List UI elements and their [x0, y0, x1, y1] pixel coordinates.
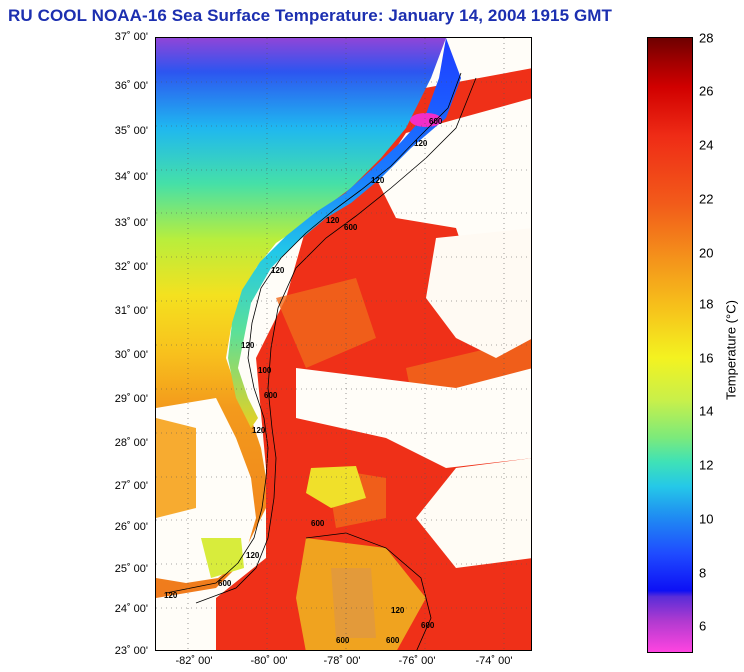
lon-label: -80˚ 00' — [250, 655, 288, 667]
lat-label: 33˚ 00' — [114, 217, 148, 229]
lat-label: 27˚ 00' — [114, 480, 148, 492]
contour-label: 120 — [371, 176, 385, 185]
contour-label: 600 — [421, 621, 435, 630]
colorbar-tick: 12 — [699, 457, 714, 473]
contour-label: 120 — [164, 591, 178, 600]
contour-label: 600 — [386, 636, 400, 645]
contour-label: 120 — [414, 139, 428, 148]
lon-label: -82˚ 00' — [175, 655, 213, 667]
colorbar-tick: 22 — [699, 191, 714, 207]
lat-label: 24˚ 00' — [114, 603, 148, 615]
colorbar-tick: 26 — [699, 83, 714, 99]
bahamas-bank-north — [306, 466, 366, 508]
colorbar-tick: 6 — [699, 618, 707, 634]
bahamas-bank-inner — [331, 568, 376, 638]
warm-water-orange-patches — [276, 278, 531, 528]
contour-label: 600 — [218, 579, 232, 588]
lat-label: 37˚ 00' — [114, 31, 148, 43]
contour-label: 600 — [344, 223, 358, 232]
lon-label: -78˚ 00' — [323, 655, 361, 667]
cloud-cover-south — [416, 458, 531, 568]
contour-bahamas — [305, 532, 432, 650]
lat-label: 30˚ 00' — [114, 349, 148, 361]
contour-label: 600 — [264, 391, 278, 400]
contour-label: 600 — [429, 117, 443, 126]
temperature-colorbar — [647, 37, 693, 653]
contour-label: 120 — [326, 216, 340, 225]
contour-label: 600 — [336, 636, 350, 645]
contour-label: 120 — [271, 266, 285, 275]
cloud-cover-east — [426, 228, 531, 358]
lat-label: 26˚ 00' — [114, 521, 148, 533]
lat-label: 31˚ 00' — [114, 305, 148, 317]
florida-bay-patch — [201, 538, 244, 578]
contour-labels: 600 120 120 120 600 120 120 100 600 120 … — [164, 117, 443, 645]
contour-600m — [195, 77, 477, 604]
colorbar-tick: 8 — [699, 565, 707, 581]
cloud-cover-central — [296, 368, 531, 468]
map-title: RU COOL NOAA-16 Sea Surface Temperature:… — [8, 6, 613, 25]
lat-label: 32˚ 00' — [114, 261, 148, 273]
colorbar-tick: 18 — [699, 296, 714, 312]
lon-label: -76˚ 00' — [398, 655, 436, 667]
colorbar-tick: 14 — [699, 403, 714, 419]
sst-map[interactable]: 600 120 120 120 600 120 120 100 600 120 … — [155, 37, 532, 651]
colorbar-tick: 10 — [699, 511, 714, 527]
pamlico-sound-cold-patch — [410, 113, 442, 127]
colorbar-tick: 20 — [699, 245, 714, 261]
lat-label: 36˚ 00' — [114, 80, 148, 92]
contour-label: 120 — [252, 426, 266, 435]
lat-label: 28˚ 00' — [114, 437, 148, 449]
lat-label: 34˚ 00' — [114, 171, 148, 183]
colorbar-title: Temperature (°C) — [723, 300, 739, 400]
colorbar-tick: 28 — [699, 30, 714, 46]
contour-label: 600 — [311, 519, 325, 528]
sst-map-image: 600 120 120 120 600 120 120 100 600 120 … — [156, 38, 531, 650]
colorbar-tick: 16 — [699, 350, 714, 366]
lat-label: 29˚ 00' — [114, 393, 148, 405]
lat-label: 35˚ 00' — [114, 125, 148, 137]
colorbar-tick: 24 — [699, 137, 714, 153]
contour-label: 120 — [246, 551, 260, 560]
lon-label: -74˚ 00' — [475, 655, 513, 667]
contour-label: 120 — [391, 606, 405, 615]
lat-label: 23˚ 00' — [114, 645, 148, 657]
gulf-shelf-warm-patch — [156, 418, 196, 518]
contour-label: 100 — [258, 366, 272, 375]
contour-label: 120 — [241, 341, 255, 350]
lat-label: 25˚ 00' — [114, 563, 148, 575]
